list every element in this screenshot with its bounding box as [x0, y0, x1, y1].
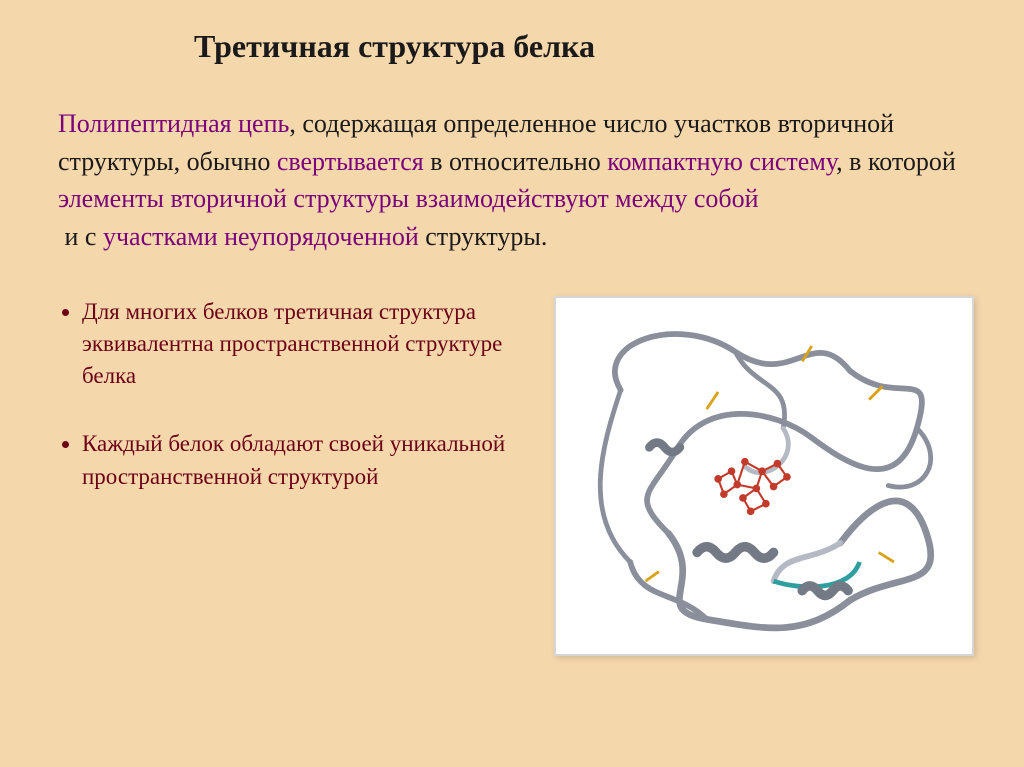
lead-span-8: и с	[65, 222, 103, 251]
slide-title: Третичная структура белка	[194, 28, 980, 65]
lead-span-10: структуры.	[419, 222, 548, 251]
lead-span-6: , в которой	[836, 147, 956, 176]
protein-ribbon-svg	[562, 304, 966, 648]
lead-span-3: свертывается	[277, 147, 424, 176]
lead-span-1: Полипептидная цепь	[58, 109, 289, 138]
lead-span-9: участками неупорядоченной	[103, 222, 419, 251]
lead-span-7: элементы вторичной структуры взаимодейст…	[58, 184, 759, 213]
lead-paragraph: Полипептидная цепь, содержащая определен…	[58, 105, 970, 256]
lead-span-4: в относительно	[424, 147, 607, 176]
lead-span-5: компактную систему	[607, 147, 836, 176]
protein-figure	[548, 296, 980, 656]
lower-row: Для многих белков третичная структура эк…	[44, 296, 980, 656]
list-item: Каждый белок обладают своей уникальной п…	[82, 428, 524, 492]
bullet-list: Для многих белков третичная структура эк…	[44, 296, 524, 529]
figure-frame	[554, 296, 974, 656]
list-item: Для многих белков третичная структура эк…	[82, 296, 524, 393]
slide: Третичная структура белка Полипептидная …	[0, 0, 1024, 767]
